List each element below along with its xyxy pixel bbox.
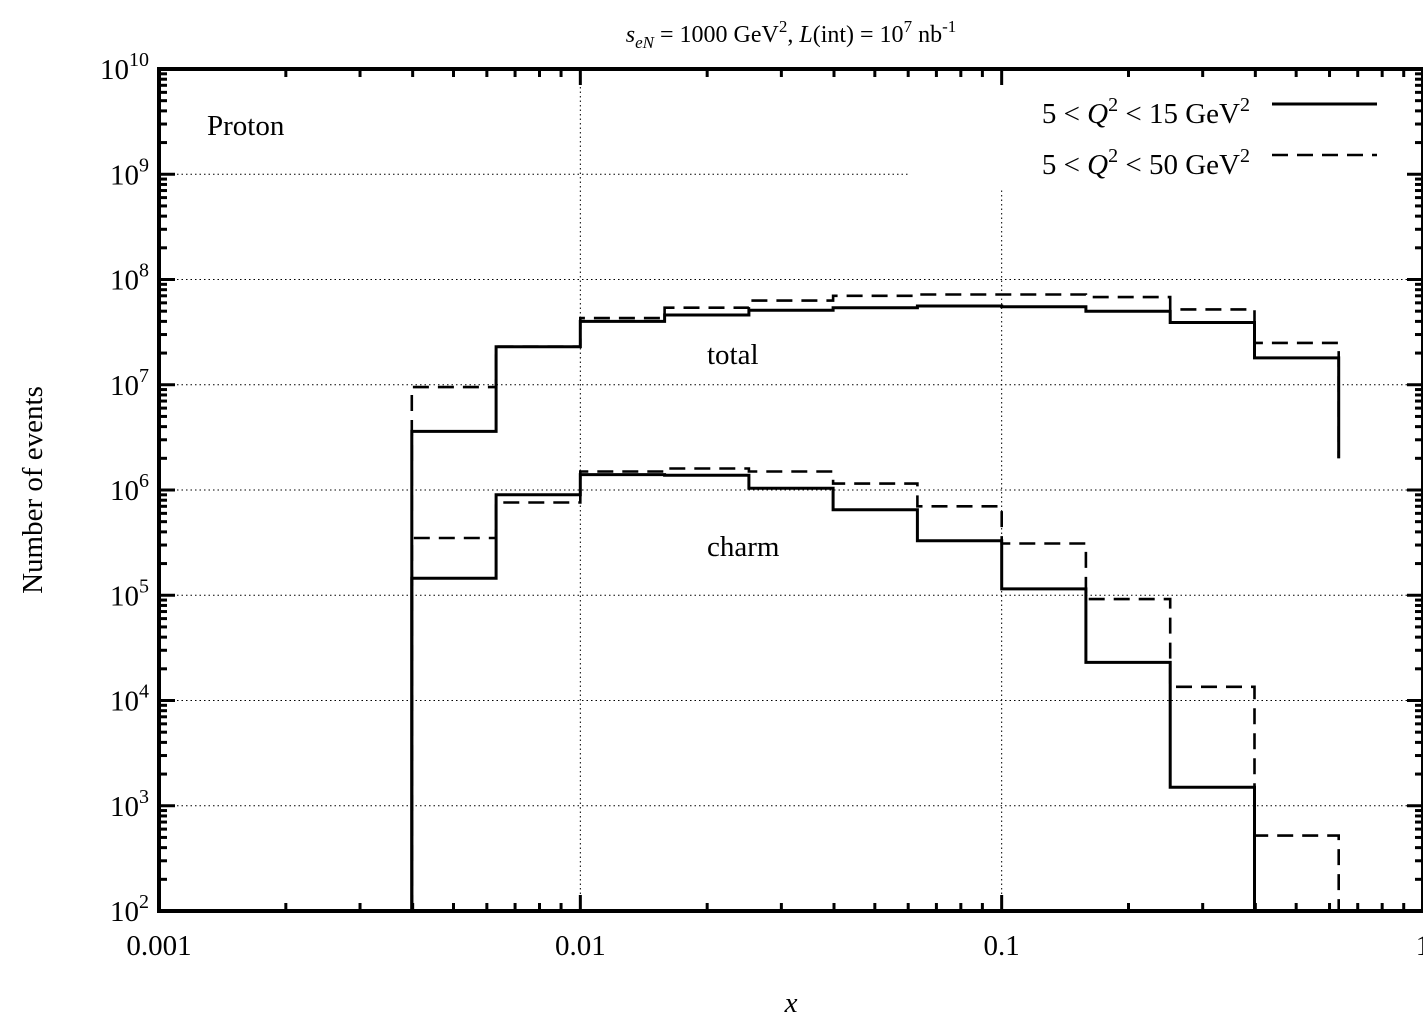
y-tick-label: 107: [110, 365, 149, 402]
y-tick-label: 1010: [100, 49, 149, 86]
x-axis-label: x: [784, 987, 798, 1019]
legend-entry-label-2: 5 < Q2 < 50 GeV2: [1042, 145, 1250, 181]
total-label: total: [707, 339, 759, 371]
y-tick-label: 109: [110, 154, 149, 191]
x-tick-label: 0.001: [126, 930, 191, 962]
charm-label: charm: [707, 531, 780, 563]
y-tick-label: 103: [110, 786, 149, 823]
y-tick-label: 106: [110, 470, 149, 507]
series-charm-solid: [410, 473, 1339, 913]
tick-labels: 0.001 0.01 0.1 1 102 103 104 105 106 107 108 109 101…: [100, 49, 1423, 962]
grid-lines: [159, 69, 1423, 911]
x-tick-label: 0.01: [555, 930, 606, 962]
y-tick-label: 104: [110, 681, 149, 718]
legend: 5 < Q2 < 15 GeV2 5 < Q2 < 50 GeV2: [1042, 94, 1377, 181]
x-tick-label: 0.1: [984, 930, 1020, 962]
series-layer: [410, 293, 1341, 913]
y-tick-label: 102: [110, 891, 149, 928]
y-axis-label: Number of events: [17, 386, 49, 594]
plot-frame: [157, 67, 1423, 913]
y-tick-label: 108: [110, 260, 149, 297]
legend-background: [910, 78, 1410, 188]
legend-entry-label-1: 5 < Q2 < 15 GeV2: [1042, 94, 1250, 130]
chart-title: seN = 1000 GeV2, L(int) = 107 nb-1: [626, 17, 956, 52]
y-tick-label: 105: [110, 575, 149, 612]
x-tick-label: 1: [1416, 930, 1423, 962]
series-total-dashed: [410, 293, 1340, 911]
series-total-solid: [410, 304, 1341, 911]
series-charm-dashed: [410, 467, 1340, 911]
panel-label: Proton: [207, 110, 285, 142]
